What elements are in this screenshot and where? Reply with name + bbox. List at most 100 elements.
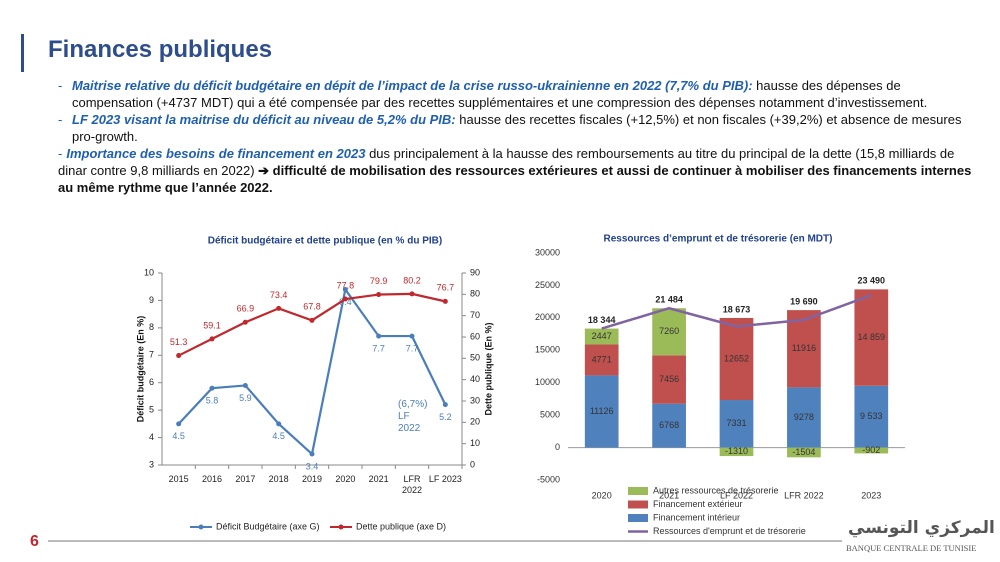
data-label: 73.4 (270, 290, 288, 300)
data-label: 11916 (792, 343, 816, 353)
y-tick-label: 8 (149, 322, 154, 332)
bullet-text: hausse des dépenses de compensation (+47… (72, 78, 928, 110)
point (342, 286, 348, 292)
x-tick-label: 2016 (201, 474, 223, 484)
data-label: 80.2 (403, 275, 421, 285)
y-tick-label: 10000 (535, 377, 560, 387)
data-label: 4.5 (172, 431, 185, 441)
point (376, 292, 382, 298)
data-label: -1504 (792, 447, 815, 457)
y-tick-label: 3 (149, 459, 154, 469)
data-label: 6768 (659, 420, 679, 430)
data-label: 9.4 (339, 297, 352, 307)
chart-title: Déficit budgétaire et dette publique (en… (208, 236, 442, 247)
y-tick-label: 30000 (535, 247, 560, 257)
data-label: 7.7 (372, 343, 385, 353)
data-label: 5.9 (239, 393, 252, 403)
total-label: 23 490 (858, 276, 886, 286)
page-number: 6 (30, 533, 39, 550)
data-label: 7260 (659, 326, 679, 336)
bullet-text: Importance des besoins de financement en… (66, 146, 366, 161)
legend-marker (338, 524, 344, 530)
point (242, 382, 248, 388)
data-label: 5.8 (206, 396, 219, 406)
data-label: 51.3 (170, 337, 188, 347)
bullet: - Maitrise relative du déficit budgétaire… (58, 77, 978, 111)
y2-tick-label: 80 (470, 289, 480, 299)
y-tick-label: 9 (149, 295, 154, 305)
y2-tick-label: 60 (470, 331, 480, 341)
bar-segment (652, 308, 686, 356)
x-tick-label: LFR 2022 (401, 474, 423, 495)
legend-label: Déficit Budgétaire (axe G) (216, 521, 320, 531)
bar-segment (584, 344, 619, 376)
y-tick-label: 15000 (535, 345, 560, 355)
y-tick-label: 7 (149, 350, 154, 360)
x-tick-label: 2018 (268, 474, 289, 484)
x-tick-label: LFR 2022 (784, 490, 824, 500)
y2-tick-label: 10 (470, 438, 480, 448)
data-label: 67.8 (303, 302, 321, 312)
bullet-text: Maitrise relative du déficit budgétaire … (72, 78, 753, 93)
legend-label: Financement extérieur (653, 499, 743, 509)
point (376, 333, 382, 339)
bar-segment (787, 310, 821, 388)
data-label: 7456 (659, 374, 679, 384)
point (409, 291, 415, 297)
x-tick-label: LF 2022 (720, 490, 753, 500)
point (442, 298, 448, 304)
chart-title: Ressources d’emprunt et de trésorerie (e… (604, 234, 833, 245)
data-label: 79.9 (370, 276, 388, 286)
data-label: 7331 (726, 418, 746, 428)
legend-label: Ressources d'emprunt et de trésorerie (653, 526, 806, 536)
annotation: (6,7%) LF 2022 (398, 399, 428, 434)
data-label: 4771 (592, 354, 612, 364)
y-tick-label: 5 (149, 405, 154, 415)
data-label: -1310 (725, 446, 748, 456)
bullet: - LF 2023 visant la maitrise du déficit a… (58, 111, 978, 145)
bullet-marker: - (58, 146, 63, 161)
x-tick-label: 2021 (368, 474, 389, 484)
y2-tick-label: 40 (470, 374, 480, 384)
data-label: 7.7 (406, 343, 419, 353)
point (209, 385, 215, 391)
bullet-text: dus principalement à la hausse des rembo… (58, 146, 955, 178)
data-label: 11126 (590, 406, 614, 416)
y2-tick-label: 30 (470, 395, 480, 405)
point (176, 353, 182, 359)
data-label: 4.5 (272, 431, 285, 441)
bullet: - Importance des besoins de financement e… (58, 145, 978, 196)
bar-segment (584, 328, 619, 345)
legend-marker (198, 524, 204, 530)
x-tick-label: 2017 (235, 474, 256, 484)
y2-axis-title: Dette publique (En %) (483, 323, 493, 416)
point (209, 336, 215, 342)
data-label: 59.1 (203, 320, 221, 330)
total-label: 18 673 (723, 304, 751, 314)
data-label: 12652 (724, 353, 749, 363)
point (309, 317, 315, 323)
title-accent (21, 34, 24, 72)
y2-tick-label: 50 (470, 353, 480, 363)
bullet-list: - Maitrise relative du déficit budgétaire… (58, 77, 978, 196)
data-label: 14 859 (858, 332, 886, 342)
point (242, 319, 248, 325)
point (342, 296, 348, 302)
data-label: -902 (862, 445, 880, 455)
data-label: 2447 (592, 331, 612, 341)
y-tick-label: 6 (149, 377, 154, 387)
y2-tick-label: 0 (470, 459, 475, 469)
bullet-text: hausse des recettes fiscales (+12,5%) et… (72, 112, 962, 144)
line (601, 294, 872, 330)
total-label: 21 484 (655, 295, 683, 305)
data-label: 76.7 (437, 283, 455, 293)
y-tick-label: 0 (555, 442, 560, 452)
legend-label: Financement intérieur (653, 512, 740, 522)
x-tick-label: 2021 (659, 490, 679, 500)
bullet-text: ➔ difficulté de mobilisation des ressour… (58, 163, 972, 195)
data-label: 77.8 (337, 280, 355, 290)
y-axis-title: Déficit budgétaire (En %) (135, 316, 145, 423)
bar-segment (787, 387, 821, 448)
x-tick-label: 2023 (861, 490, 881, 500)
